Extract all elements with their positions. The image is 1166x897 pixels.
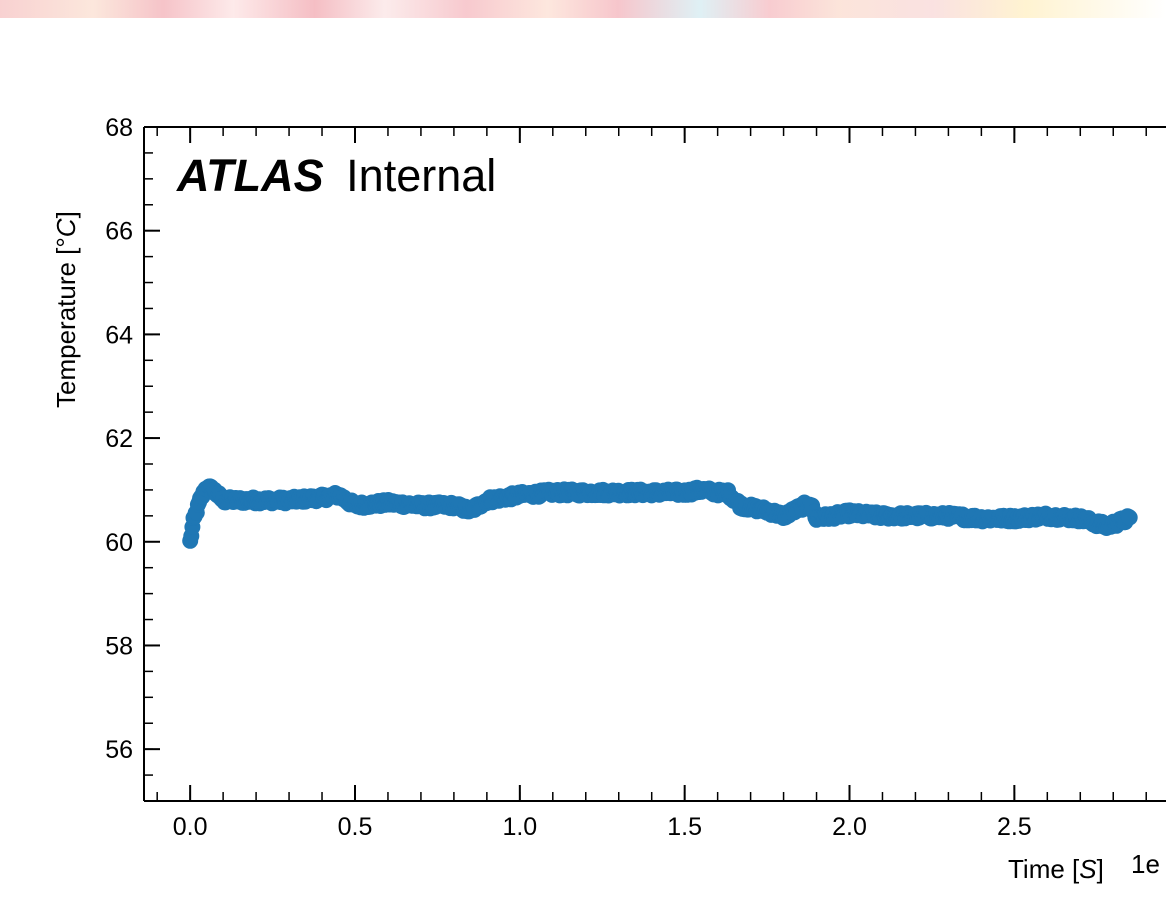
y-tick-label: 58 [105, 632, 133, 660]
x-tick-label: 1.5 [667, 813, 702, 841]
atlas-watermark: ATLAS Internal [176, 150, 496, 201]
watermark-bold: ATLAS [176, 150, 324, 201]
data-point [1121, 509, 1138, 526]
x-axis-offset-label: 1e [1131, 849, 1160, 879]
x-axis-title: Time [S] [1008, 854, 1104, 884]
y-tick-label: 56 [105, 736, 133, 764]
scatter-series [182, 478, 1138, 549]
y-axis-title: Temperature [°C] [51, 211, 81, 408]
x-tick-label: 0.5 [338, 813, 373, 841]
top-banner-strip [0, 0, 1166, 18]
axes-frame [143, 126, 1166, 802]
y-tick-label: 64 [105, 321, 133, 349]
x-axis-ticks: 0.0 0.5 1.0 1.5 2.0 2.5 [156, 127, 1147, 841]
y-tick-label: 66 [105, 218, 133, 246]
watermark-normal: Internal [346, 150, 496, 201]
y-tick-label: 62 [105, 425, 133, 453]
y-axis-ticks: 56 58 60 62 64 66 68 [105, 114, 160, 802]
y-tick-label: 60 [105, 529, 133, 557]
y-tick-label: 68 [105, 114, 133, 142]
x-tick-label: 1.0 [502, 813, 537, 841]
x-tick-label: 2.0 [832, 813, 867, 841]
x-tick-label: 0.0 [173, 813, 208, 841]
x-tick-label: 2.5 [997, 813, 1032, 841]
